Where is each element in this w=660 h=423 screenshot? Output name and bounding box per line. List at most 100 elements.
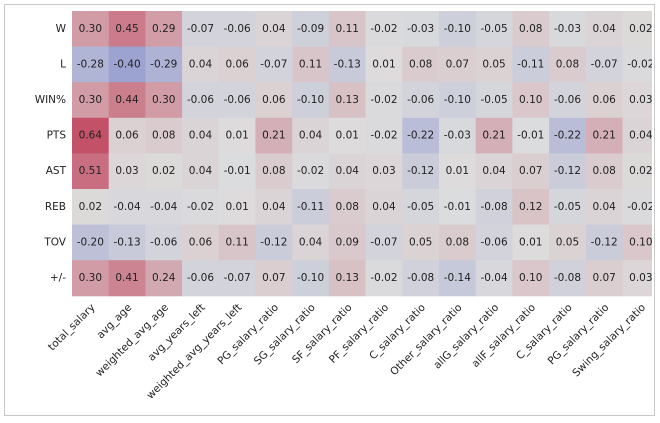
heat-cell <box>108 224 146 261</box>
heat-cell <box>365 11 403 48</box>
cell-label: 0.03 <box>629 94 652 106</box>
cell-label: -0.04 <box>150 201 177 213</box>
cell-label: -0.06 <box>187 272 214 284</box>
heat-cell <box>622 82 652 119</box>
cell-label: -0.11 <box>297 201 324 213</box>
heat-cell <box>292 46 330 83</box>
cell-label: 0.24 <box>152 272 176 284</box>
heat-cell <box>328 260 367 297</box>
cell-label: 0.08 <box>262 165 285 177</box>
cell-label: -0.01 <box>224 165 251 177</box>
heat-cell <box>585 224 623 261</box>
heat-cell <box>512 189 550 226</box>
heat-cell <box>549 46 587 83</box>
cell-label: -0.13 <box>113 236 140 248</box>
cell-label: 0.07 <box>446 58 469 70</box>
heat-cell <box>218 11 256 48</box>
cell-label: -0.05 <box>480 23 507 35</box>
heat-cell <box>585 46 623 83</box>
heat-cell <box>475 189 513 226</box>
cell-label: 0.12 <box>519 201 542 213</box>
cell-label: -0.08 <box>480 201 507 213</box>
cell-label: 0.44 <box>115 94 139 106</box>
heat-cell <box>255 189 293 226</box>
heat-cell <box>549 260 587 297</box>
cell-label: -0.12 <box>554 165 581 177</box>
cell-label: 0.64 <box>79 130 103 142</box>
cell-label: 0.06 <box>592 94 616 106</box>
heat-cell <box>292 189 330 226</box>
cell-label: 0.03 <box>372 165 395 177</box>
heat-cell <box>402 11 440 48</box>
heat-cell <box>475 260 513 297</box>
cell-label: 0.13 <box>336 272 359 284</box>
heat-cell <box>108 82 146 119</box>
cell-label: 0.08 <box>446 236 469 248</box>
heat-cell <box>475 46 513 83</box>
cell-label: -0.40 <box>113 58 140 70</box>
row-label: REB <box>45 201 66 213</box>
heat-cell <box>292 11 330 48</box>
cell-label: -0.13 <box>334 58 361 70</box>
cell-label: 0.04 <box>629 130 653 142</box>
cell-label: -0.10 <box>444 23 471 35</box>
heat-cell <box>328 189 367 226</box>
heat-cell <box>365 82 403 119</box>
heat-cell <box>145 11 183 48</box>
heat-cell <box>255 117 293 154</box>
heat-cell <box>255 82 293 119</box>
heat-cell <box>585 82 623 119</box>
cell-label: 0.05 <box>482 58 505 70</box>
cell-label: -0.02 <box>297 165 324 177</box>
cell-label: 0.04 <box>262 201 286 213</box>
cell-label: 0.03 <box>115 165 138 177</box>
cell-label: 0.04 <box>299 236 323 248</box>
heat-cell <box>512 224 550 261</box>
heat-cell <box>72 46 110 83</box>
heat-cell <box>328 117 367 154</box>
cell-label: -0.02 <box>370 23 397 35</box>
heat-cell <box>108 189 146 226</box>
heat-cell <box>72 82 110 119</box>
row-label: WIN% <box>35 94 66 106</box>
heat-cell <box>585 153 623 190</box>
heat-cell <box>182 153 220 190</box>
row-label: +/- <box>50 272 66 284</box>
cell-label: 0.08 <box>592 165 615 177</box>
cell-label: 0.04 <box>336 165 360 177</box>
cell-label: 0.21 <box>262 130 285 142</box>
cell-label: -0.08 <box>554 272 581 284</box>
cell-label: 0.09 <box>336 236 359 248</box>
heat-cell <box>328 224 367 261</box>
cell-label: -0.12 <box>407 165 434 177</box>
cell-label: 0.11 <box>299 58 322 70</box>
heat-cell <box>439 189 477 226</box>
heat-cell <box>549 82 587 119</box>
cell-label: 0.04 <box>372 201 396 213</box>
heat-cell <box>475 117 513 154</box>
heat-cell <box>218 82 256 119</box>
cell-label: -0.06 <box>480 236 507 248</box>
cell-label: -0.01 <box>444 201 471 213</box>
cell-label: 0.03 <box>629 272 652 284</box>
cell-label: -0.02 <box>370 130 397 142</box>
heat-cell <box>549 11 587 48</box>
heat-cell <box>72 260 110 297</box>
heat-cell <box>622 153 652 190</box>
cell-label: 0.10 <box>519 272 542 284</box>
cell-label: -0.06 <box>187 94 214 106</box>
cell-label: 0.11 <box>336 23 359 35</box>
heat-cell <box>512 46 550 83</box>
heat-cell <box>475 11 513 48</box>
cell-label: -0.12 <box>260 236 287 248</box>
heat-cell <box>292 153 330 190</box>
cell-label: -0.06 <box>150 236 177 248</box>
heat-cell <box>402 117 440 154</box>
heat-cell <box>585 117 623 154</box>
heat-cell <box>365 117 403 154</box>
cell-label: -0.11 <box>517 58 544 70</box>
cell-label: 0.05 <box>556 236 579 248</box>
heat-cell <box>549 224 587 261</box>
cell-label: 0.30 <box>79 23 102 35</box>
cell-label: -0.20 <box>77 236 104 248</box>
